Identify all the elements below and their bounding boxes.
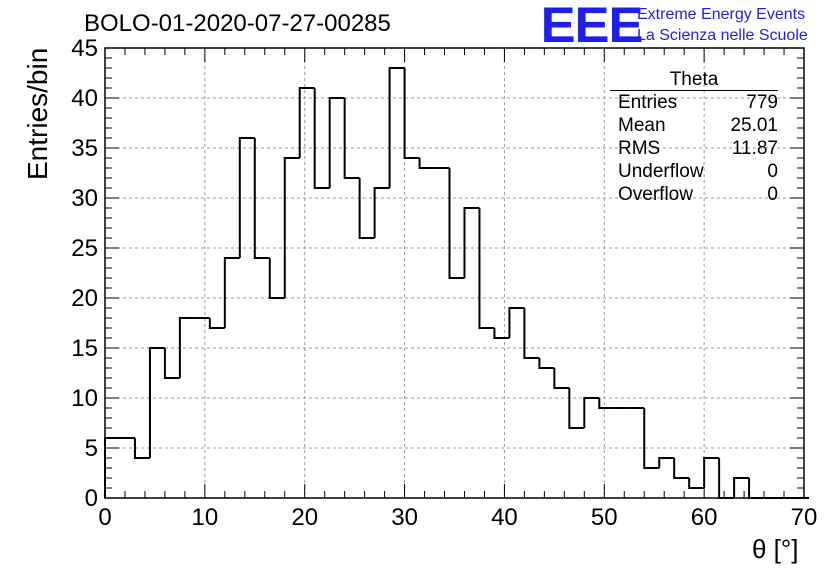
histogram-bin (388, 67, 405, 188)
stats-label: Mean (618, 115, 666, 136)
x-tick-labels: 0 10 20 30 40 50 60 70 (98, 504, 817, 531)
histogram-bin (478, 208, 495, 329)
histogram-bin (508, 307, 525, 338)
histogram-bin (418, 158, 435, 169)
histogram-bin (598, 398, 615, 409)
stats-value: 25.01 (730, 115, 778, 136)
stats-label: RMS (618, 138, 661, 159)
stats-label: Overflow (618, 184, 693, 205)
histogram-bin (703, 457, 720, 488)
eee-logo: EEE (540, 0, 644, 53)
histogram-bin (463, 207, 480, 278)
y-tick-label: 0 (85, 485, 98, 512)
logo-caption: Extreme Energy Events La Scienza nelle S… (637, 4, 808, 46)
y-tick-label: 20 (71, 285, 98, 312)
x-tick-label: 20 (291, 504, 318, 531)
chart-title: BOLO-01-2020-07-27-00285 (84, 10, 391, 37)
histogram-bin (583, 397, 600, 428)
histogram-bin (553, 368, 570, 389)
histogram-bin (238, 137, 255, 258)
plot-frame (104, 47, 805, 499)
y-tick-label: 35 (71, 135, 98, 162)
histogram-bin (268, 258, 285, 299)
axis-ticks (104, 47, 805, 499)
stats-row-underflow: Underflow 0 (610, 160, 778, 183)
stats-row-mean: Mean 25.01 (610, 114, 778, 137)
histogram-bin (373, 187, 390, 238)
y-tick-label: 40 (71, 85, 98, 112)
logo-line-1: Extreme Energy Events (637, 6, 806, 23)
stats-value: 0 (767, 184, 778, 205)
stats-value: 779 (746, 92, 778, 113)
histogram-bin (148, 347, 165, 458)
histogram-bin (253, 138, 270, 259)
histogram-bin (223, 257, 240, 328)
y-tick-label: 5 (85, 435, 98, 462)
x-axis-label: θ [°] (752, 534, 799, 564)
histogram-bin (643, 408, 660, 469)
logo-line-2: La Scienza nelle Scuole (637, 27, 808, 44)
stats-label: Entries (618, 92, 678, 113)
histogram-bin (298, 87, 315, 158)
x-tick-label: 0 (98, 504, 111, 531)
y-tick-label: 45 (71, 35, 98, 62)
histogram-bin (748, 478, 765, 499)
histogram-bin (538, 358, 555, 369)
x-tick-label: 70 (791, 504, 818, 531)
x-tick-label: 10 (192, 504, 219, 531)
x-tick-label: 60 (691, 504, 718, 531)
histogram-bin (343, 98, 360, 179)
stats-title: Theta (610, 70, 778, 91)
stats-row-overflow: Overflow 0 (610, 183, 778, 206)
y-tick-label: 30 (71, 185, 98, 212)
y-tick-labels: 0 5 10 15 20 25 30 35 40 45 (71, 35, 98, 512)
x-tick-label: 50 (591, 504, 618, 531)
stats-row-rms: RMS 11.87 (610, 137, 778, 160)
histogram-bin (163, 348, 180, 379)
x-tick-label: 30 (391, 504, 418, 531)
histogram-bin (523, 308, 540, 359)
stats-row-entries: Entries 779 (610, 91, 778, 114)
y-tick-label: 15 (71, 335, 98, 362)
stats-value: 0 (767, 161, 778, 182)
histogram-bin (208, 318, 225, 329)
histogram-bin (718, 458, 735, 499)
stats-box: Theta Entries 779 Mean 25.01 RMS 11.87 U… (610, 70, 778, 206)
y-tick-label: 10 (71, 385, 98, 412)
x-tick-label: 40 (491, 504, 518, 531)
histogram-bin (688, 478, 705, 489)
histogram-bin (733, 477, 750, 498)
histogram-bin (358, 178, 375, 239)
histogram-bin (493, 328, 510, 339)
histogram-bin (313, 88, 330, 189)
histogram-bin (178, 317, 195, 378)
histogram-bin (403, 68, 420, 159)
histogram-bin (283, 157, 300, 298)
histogram-bin (673, 458, 690, 479)
histogram-bins (104, 67, 809, 499)
histogram-bin (568, 388, 585, 429)
y-tick-label: 25 (71, 235, 98, 262)
histogram-bin (658, 457, 675, 468)
stats-label: Underflow (618, 161, 704, 182)
histogram-bin (133, 438, 150, 459)
histogram-bin (328, 97, 345, 188)
histogram-bin (448, 168, 465, 279)
stats-value: 11.87 (731, 138, 778, 159)
grid-lines (105, 48, 804, 498)
